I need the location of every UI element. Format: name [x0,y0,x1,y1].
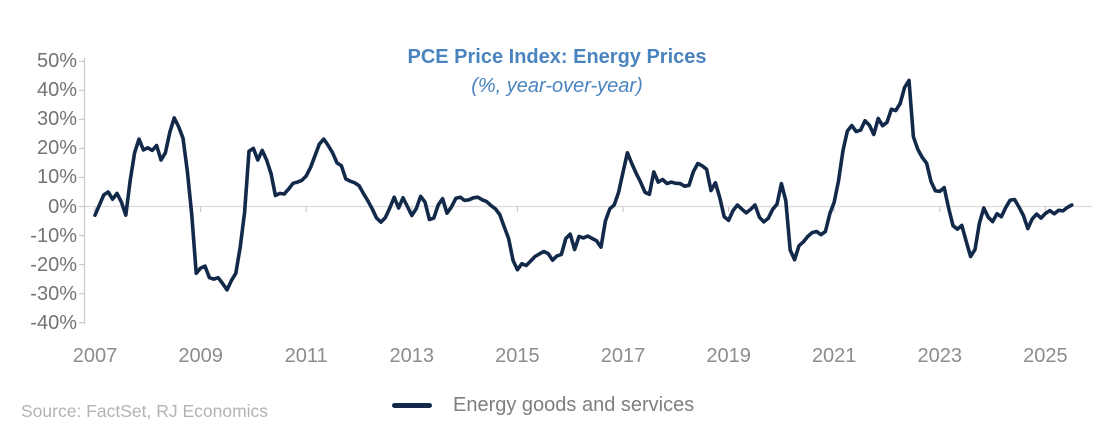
y-axis-tick-label: 50% [36,50,77,73]
legend-label: Energy goods and services [453,394,695,416]
y-axis-tick-label: 40% [36,79,77,102]
source-note: Source: FactSet, RJ Economics [21,401,269,421]
y-axis-tick-label: -10% [30,224,77,247]
legend: Energy goods and services [392,392,694,419]
y-axis-tick-label: 30% [36,108,77,131]
y-axis-tick-label: -20% [30,253,77,276]
y-axis-tick-label: 0% [48,195,77,218]
y-axis-tick-label: -40% [30,311,77,334]
chart-subtitle: (%, year-over-year) [471,75,643,97]
x-axis-tick-label: 2025 [1023,345,1068,367]
chart-title: PCE Price Index: Energy Prices [407,46,707,68]
x-axis-tick-label: 2007 [72,345,118,367]
legend-line-swatch [392,403,432,408]
energy-series-line [93,78,1074,292]
x-axis-tick-label: 2019 [706,345,751,367]
x-axis-tick-label: 2017 [600,345,646,367]
x-axis-tick-label: 2009 [178,345,223,367]
x-axis-tick-label: 2011 [284,345,328,367]
y-axis-tick-label: -30% [30,282,77,305]
x-axis-tick-label: 2021 [811,345,857,367]
x-axis-tick-label: 2013 [389,345,435,367]
y-axis-tick-label: 20% [36,137,77,160]
x-axis-tick-label: 2023 [917,345,963,367]
y-axis-tick-label: 10% [36,166,77,189]
x-axis-tick-label: 2015 [495,345,540,367]
